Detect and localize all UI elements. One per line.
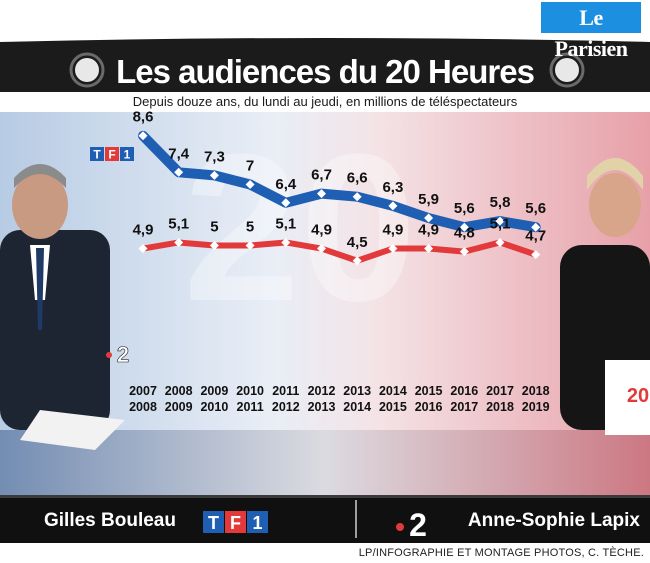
tf1-series-logo: T F 1	[90, 147, 134, 162]
x-tick-label: 2016	[450, 384, 478, 398]
data-point	[209, 170, 219, 180]
data-label: 6,3	[382, 179, 403, 196]
data-label: 4,9	[382, 222, 403, 239]
svg-text:F: F	[108, 148, 115, 162]
x-tick-label: 2012	[308, 384, 336, 398]
data-point	[281, 198, 291, 208]
data-label: 7	[246, 158, 254, 175]
data-point	[531, 250, 541, 260]
data-label: 7,3	[204, 148, 225, 165]
svg-text:F: F	[230, 513, 241, 533]
svg-text:2: 2	[409, 507, 427, 543]
data-label: 5,6	[525, 200, 546, 217]
anchor-right-name: Anne-Sophie Lapix	[467, 510, 640, 531]
x-tick-label: 2017	[450, 400, 478, 414]
data-point	[495, 216, 505, 226]
svg-text:20: 20	[183, 110, 417, 345]
svg-text:2: 2	[117, 342, 129, 367]
svg-text:1: 1	[124, 148, 131, 162]
photo-credit: LP/INFOGRAPHIE ET MONTAGE PHOTOS, C. TÈC…	[358, 547, 644, 559]
audience-chart: 8,6 7,4 7,3 7 6,4 6,7 6,6 6,3 5,9 5,6 5,8 5,6 4,9 5,1…	[129, 109, 550, 414]
data-point	[317, 189, 326, 199]
x-tick-label: 2009	[200, 384, 228, 398]
data-point	[138, 244, 148, 254]
data-point	[352, 192, 362, 202]
svg-text:1: 1	[252, 513, 262, 533]
x-tick-label: 2019	[522, 400, 550, 414]
data-point	[138, 131, 148, 141]
x-tick-label: 2009	[165, 400, 193, 414]
data-point	[388, 244, 398, 254]
data-label: 5,6	[454, 200, 475, 217]
data-label: 5,8	[490, 194, 511, 211]
svg-text:T: T	[93, 148, 101, 162]
data-label: 5,1	[275, 215, 296, 232]
x-tick-label: 2013	[343, 384, 371, 398]
anchor-right-photo: 20	[560, 158, 650, 435]
data-point	[495, 237, 505, 247]
le-parisien-logo[interactable]: Le Parisien	[541, 2, 641, 61]
data-label: 7,4	[168, 145, 190, 162]
x-tick-label: 2013	[308, 400, 336, 414]
tf1-footer-logo: T F 1	[203, 511, 268, 533]
x-tick-label: 2015	[415, 384, 443, 398]
f2-series-logo: 2	[106, 342, 129, 367]
data-point	[281, 237, 291, 247]
data-label: 5	[246, 219, 254, 236]
data-label: 6,7	[311, 167, 332, 184]
x-tick-label: 2012	[272, 400, 300, 414]
data-label: 4,9	[311, 222, 332, 239]
data-label: 8,6	[133, 109, 154, 126]
data-label: 4,5	[347, 234, 368, 251]
data-point	[352, 256, 362, 266]
data-label: 4,7	[525, 228, 546, 245]
data-label: 5,1	[168, 215, 189, 232]
data-label: 4,9	[133, 222, 154, 239]
x-tick-label: 2014	[343, 400, 371, 414]
x-tick-label: 2011	[272, 384, 299, 398]
x-tick-label: 2018	[522, 384, 550, 398]
x-tick-label: 2008	[165, 384, 193, 398]
data-point	[317, 244, 326, 254]
x-tick-label: 2008	[129, 400, 157, 414]
x-tick-label: 2016	[415, 400, 443, 414]
x-tick-label: 2011	[237, 400, 264, 414]
data-label: 4,8	[454, 225, 475, 242]
anchor-left-name: Gilles Bouleau	[44, 510, 176, 531]
svg-text:20: 20	[627, 385, 649, 407]
data-point	[424, 213, 434, 223]
data-point	[459, 222, 469, 232]
x-tick-label: 2007	[129, 384, 157, 398]
data-label: 6,6	[347, 170, 368, 187]
data-point	[531, 222, 541, 232]
x-tick-label: 2010	[236, 384, 264, 398]
series-line-tf1	[138, 130, 541, 233]
chart-title: Les audiences du 20 Heures	[116, 53, 535, 90]
data-label: 5	[210, 219, 218, 236]
anchor-left-photo	[0, 164, 125, 450]
x-tick-label: 2015	[379, 400, 407, 414]
data-point	[388, 201, 398, 211]
data-label: 5,1	[490, 215, 511, 232]
data-point	[174, 167, 184, 177]
svg-text:T: T	[208, 513, 219, 533]
data-point	[209, 241, 219, 250]
x-tick-label: 2010	[200, 400, 228, 414]
x-tick-label: 2018	[486, 400, 514, 414]
chart-subtitle: Depuis douze ans, du lundi au jeudi, en …	[132, 94, 518, 109]
data-point	[245, 180, 255, 189]
series-line-f2	[140, 239, 539, 264]
data-point	[174, 237, 184, 247]
data-label: 4,9	[418, 222, 439, 239]
data-point	[245, 241, 255, 250]
france2-footer-logo: 2	[396, 507, 427, 543]
data-label: 5,9	[418, 191, 439, 208]
data-label: 6,4	[275, 176, 297, 193]
x-tick-label: 2017	[486, 384, 514, 398]
x-tick-label: 2014	[379, 384, 407, 398]
data-point	[459, 247, 469, 257]
data-point	[424, 244, 434, 254]
